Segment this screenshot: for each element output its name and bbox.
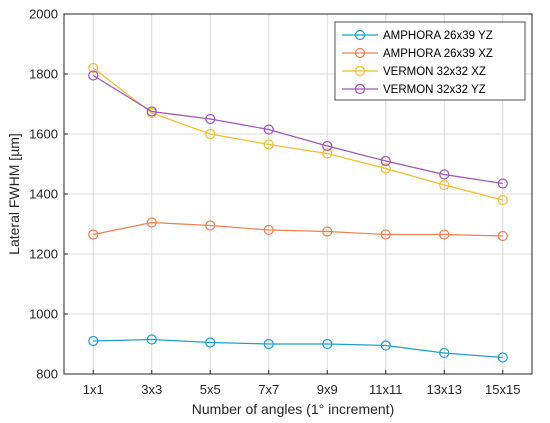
data-point (88, 62, 99, 74)
legend-label: AMPHORA 26x39 XZ (383, 48, 493, 60)
series-4 (88, 70, 508, 189)
data-point (497, 194, 508, 206)
y-tick-label: 1800 (29, 67, 58, 82)
legend-marker (354, 83, 366, 95)
y-tick-label: 2000 (29, 7, 58, 22)
data-point (322, 140, 333, 152)
data-point (205, 337, 216, 348)
legend-item: VERMON 32x32 YZ (342, 83, 486, 96)
data-point (497, 230, 508, 242)
data-point (322, 148, 333, 159)
legend-item: AMPHORA 26x39 XZ (342, 47, 493, 60)
legend-marker (354, 29, 366, 41)
data-point (322, 338, 333, 350)
data-point (380, 155, 391, 167)
plot-area-frame (63, 13, 533, 375)
x-tick-label: 5x5 (200, 382, 221, 397)
data-point (263, 139, 274, 150)
x-tick-label: 7x7 (258, 382, 279, 397)
legend-marker (354, 47, 366, 59)
legend-item: AMPHORA 26x39 YZ (342, 29, 493, 42)
y-tick-label: 1000 (29, 307, 58, 322)
data-point (205, 128, 216, 140)
data-point (439, 229, 450, 240)
data-point (205, 220, 216, 231)
legend-label: VERMON 32x32 YZ (383, 84, 486, 96)
data-point (263, 338, 274, 350)
series-line (93, 221, 503, 237)
x-tick-label: 15x15 (485, 382, 520, 397)
x-axis-label: Number of angles (1° increment) (192, 401, 394, 417)
data-point (205, 113, 216, 125)
y-tick-label: 1400 (29, 187, 58, 202)
x-tick-label: 3x3 (141, 382, 162, 397)
data-point (497, 352, 508, 363)
data-point (263, 224, 274, 236)
legend-label: AMPHORA 26x39 YZ (383, 30, 493, 42)
y-tick-label: 1200 (29, 247, 58, 262)
series-1 (88, 334, 508, 363)
y-tick-labels: 800 1000 1200 1400 1600 1800 2000 (29, 7, 58, 382)
legend-marker (354, 65, 366, 77)
data-point (146, 334, 157, 345)
data-point (380, 163, 391, 174)
x-tick-label: 13x13 (427, 382, 462, 397)
data-point (380, 340, 391, 351)
x-tick-labels: 1x1 3x3 5x5 7x7 9x9 11x11 13x13 15x15 (83, 382, 521, 397)
data-point (146, 217, 157, 228)
data-point (497, 178, 508, 189)
x-tick-label: 9x9 (317, 382, 338, 397)
data-point (439, 169, 450, 180)
x-tick-label: 11x11 (369, 382, 403, 397)
legend: AMPHORA 26x39 YZ AMPHORA 26x39 XZ VERMON 3… (334, 21, 526, 101)
data-point (88, 335, 99, 347)
data-point (263, 124, 274, 135)
series-layer (88, 62, 508, 363)
series-line (93, 338, 503, 359)
series-2 (88, 217, 508, 242)
legend-label: VERMON 32x32 XZ (383, 66, 486, 78)
data-point (439, 179, 450, 191)
series-line (92, 74, 503, 185)
legend-item: VERMON 32x32 XZ (342, 65, 486, 78)
data-point (146, 106, 157, 117)
data-point (439, 347, 450, 359)
data-point (322, 226, 333, 237)
data-point (88, 229, 99, 240)
x-tick-label: 1x1 (83, 382, 104, 397)
data-point (380, 229, 391, 240)
series-3 (88, 62, 508, 206)
y-tick-label: 1600 (29, 127, 58, 142)
data-point (88, 70, 99, 81)
y-tick-label: 800 (36, 367, 58, 382)
y-axis-label: Lateral FWHM [µm] (6, 133, 22, 255)
series-line (92, 67, 503, 201)
